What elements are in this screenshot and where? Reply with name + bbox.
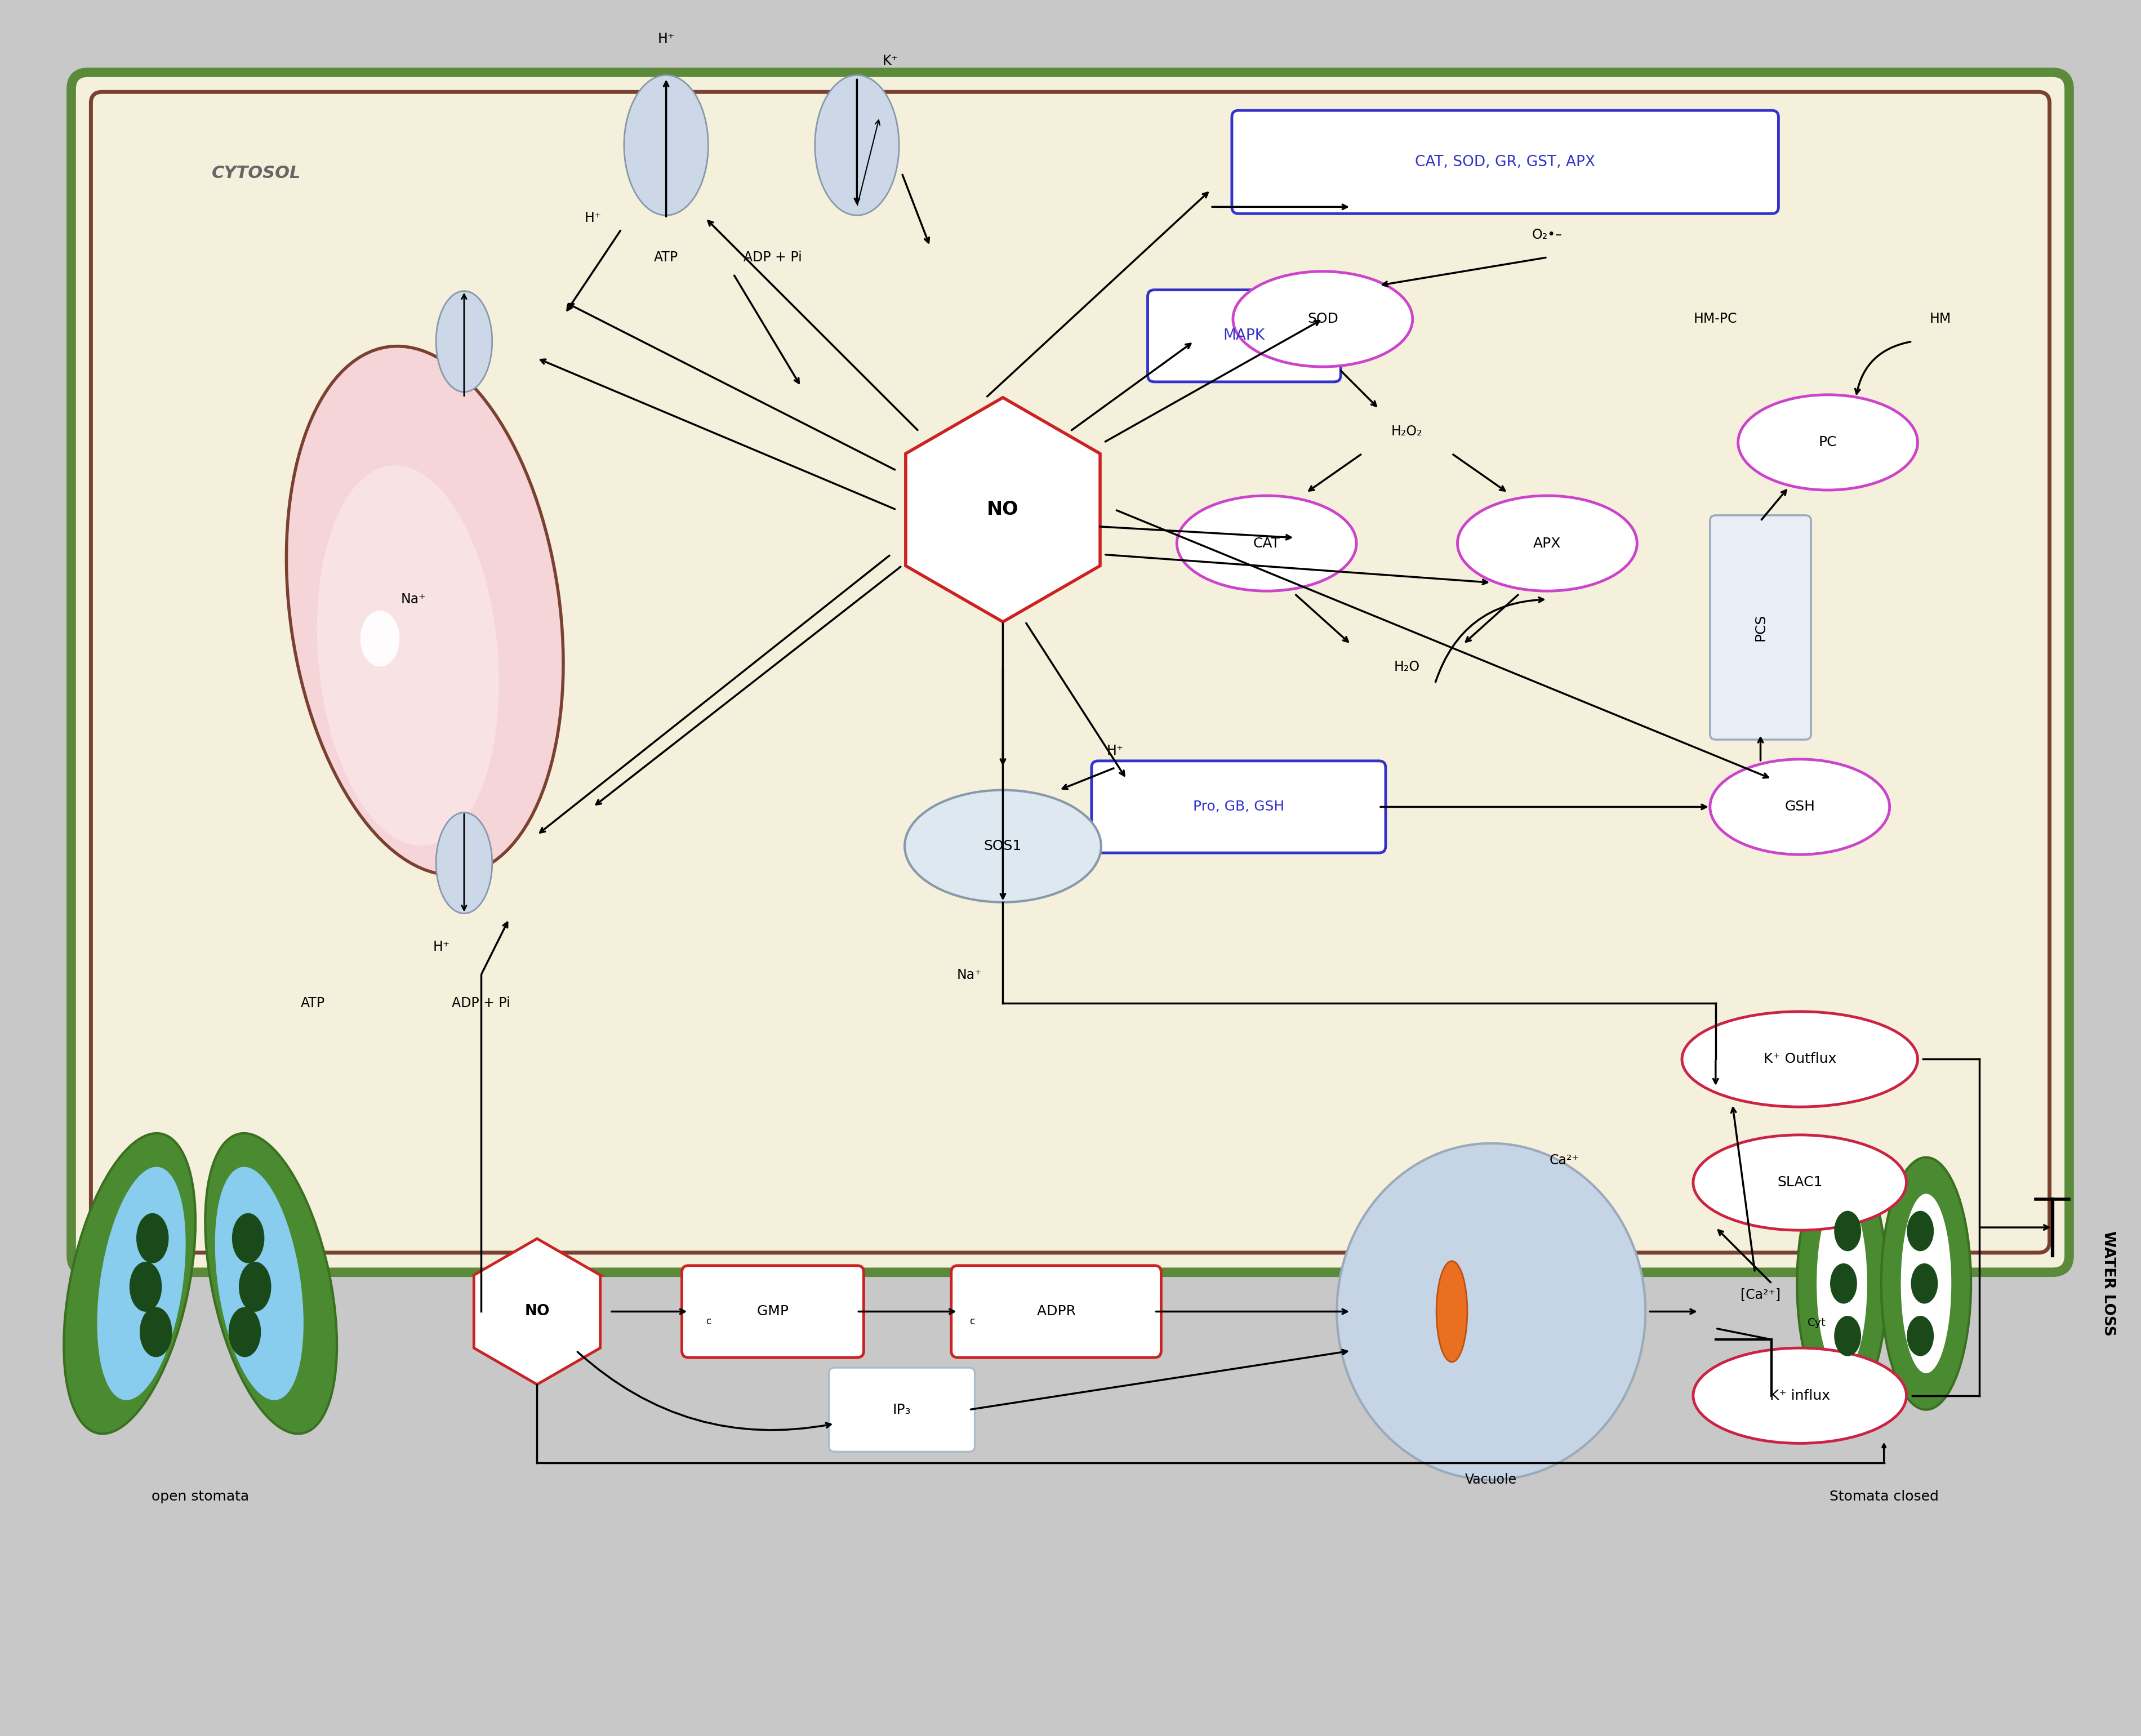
Ellipse shape xyxy=(1178,496,1357,590)
Text: HM: HM xyxy=(1929,312,1950,326)
Text: Stomata closed: Stomata closed xyxy=(1828,1489,1938,1503)
FancyBboxPatch shape xyxy=(1231,111,1779,214)
Ellipse shape xyxy=(137,1213,169,1264)
Ellipse shape xyxy=(64,1134,195,1434)
FancyArrowPatch shape xyxy=(578,1352,831,1430)
Text: SOS1: SOS1 xyxy=(985,840,1021,852)
Text: Na⁺: Na⁺ xyxy=(957,969,983,983)
Ellipse shape xyxy=(1336,1144,1646,1479)
Text: MAPK: MAPK xyxy=(1223,328,1265,344)
Text: ATP: ATP xyxy=(300,996,325,1010)
FancyBboxPatch shape xyxy=(1148,290,1340,382)
Ellipse shape xyxy=(1835,1210,1861,1252)
Ellipse shape xyxy=(287,345,563,875)
FancyBboxPatch shape xyxy=(951,1266,1160,1358)
Ellipse shape xyxy=(96,1167,186,1401)
Ellipse shape xyxy=(906,790,1100,903)
FancyBboxPatch shape xyxy=(681,1266,863,1358)
Text: SLAC1: SLAC1 xyxy=(1777,1175,1822,1189)
Ellipse shape xyxy=(1908,1210,1933,1252)
Ellipse shape xyxy=(240,1262,272,1312)
Text: CAT, SOD, GR, GST, APX: CAT, SOD, GR, GST, APX xyxy=(1415,155,1595,170)
Text: PCS: PCS xyxy=(1753,615,1766,641)
Text: K⁺: K⁺ xyxy=(882,54,899,68)
Text: H⁺: H⁺ xyxy=(432,941,450,953)
FancyBboxPatch shape xyxy=(1711,516,1811,740)
FancyBboxPatch shape xyxy=(1092,760,1385,852)
Ellipse shape xyxy=(1835,1316,1861,1356)
FancyBboxPatch shape xyxy=(71,73,2068,1272)
Text: Pro, GB, GSH: Pro, GB, GSH xyxy=(1193,800,1285,814)
Ellipse shape xyxy=(1908,1316,1933,1356)
Text: H⁺: H⁺ xyxy=(1107,745,1124,757)
Ellipse shape xyxy=(1437,1260,1467,1363)
Text: Na⁺: Na⁺ xyxy=(400,592,426,606)
Text: K⁺ influx: K⁺ influx xyxy=(1771,1389,1831,1403)
Text: [Ca²⁺]: [Ca²⁺] xyxy=(1741,1288,1781,1302)
Ellipse shape xyxy=(437,812,492,913)
Ellipse shape xyxy=(623,75,709,215)
Text: Ca²⁺: Ca²⁺ xyxy=(1550,1153,1578,1167)
Text: ⁣ADPR: ⁣ADPR xyxy=(1036,1305,1075,1318)
Ellipse shape xyxy=(128,1262,163,1312)
Text: H₂O₂: H₂O₂ xyxy=(1392,424,1422,437)
Ellipse shape xyxy=(1458,496,1638,590)
Text: CAT: CAT xyxy=(1252,536,1280,550)
Ellipse shape xyxy=(1796,1158,1886,1410)
Ellipse shape xyxy=(1233,271,1413,366)
Polygon shape xyxy=(906,398,1100,621)
Text: O₂•–: O₂•– xyxy=(1533,227,1563,241)
Text: K⁺ Outflux: K⁺ Outflux xyxy=(1764,1052,1837,1066)
Ellipse shape xyxy=(1882,1158,1972,1410)
Text: NO: NO xyxy=(525,1304,550,1319)
Text: WATER LOSS: WATER LOSS xyxy=(2100,1231,2115,1337)
Ellipse shape xyxy=(139,1307,171,1358)
Ellipse shape xyxy=(1816,1194,1867,1373)
Text: open stomata: open stomata xyxy=(152,1489,248,1503)
Ellipse shape xyxy=(360,611,400,667)
Ellipse shape xyxy=(1831,1264,1856,1304)
Text: H⁺: H⁺ xyxy=(657,31,674,45)
Ellipse shape xyxy=(1711,759,1891,854)
Ellipse shape xyxy=(816,75,899,215)
Text: c: c xyxy=(707,1316,711,1326)
Text: APX: APX xyxy=(1533,536,1561,550)
Ellipse shape xyxy=(437,292,492,392)
Ellipse shape xyxy=(1901,1194,1950,1373)
Text: HM-PC: HM-PC xyxy=(1694,312,1738,326)
Text: ⁣GMP: ⁣GMP xyxy=(758,1305,788,1318)
Ellipse shape xyxy=(317,465,499,845)
Text: PC: PC xyxy=(1818,436,1837,450)
Text: SOD: SOD xyxy=(1308,312,1338,326)
Ellipse shape xyxy=(206,1134,336,1434)
FancyArrowPatch shape xyxy=(1434,597,1544,682)
FancyArrowPatch shape xyxy=(1856,342,1910,394)
Text: ADP + Pi: ADP + Pi xyxy=(452,996,510,1010)
Text: Cyt: Cyt xyxy=(1807,1318,1826,1328)
Text: NO: NO xyxy=(987,500,1019,519)
Text: c: c xyxy=(970,1316,974,1326)
Ellipse shape xyxy=(1912,1264,1938,1304)
Ellipse shape xyxy=(1683,1012,1918,1108)
Polygon shape xyxy=(473,1240,599,1384)
Ellipse shape xyxy=(1694,1135,1905,1231)
Text: ADP + Pi: ADP + Pi xyxy=(743,250,803,264)
Ellipse shape xyxy=(214,1167,304,1401)
Text: Vacuole: Vacuole xyxy=(1464,1474,1518,1486)
Ellipse shape xyxy=(1694,1347,1905,1443)
Ellipse shape xyxy=(231,1213,263,1264)
FancyBboxPatch shape xyxy=(829,1368,974,1451)
Text: H₂O: H₂O xyxy=(1394,660,1419,674)
Text: GSH: GSH xyxy=(1786,800,1816,814)
Text: ATP: ATP xyxy=(653,250,679,264)
Text: H⁺: H⁺ xyxy=(584,212,602,226)
Ellipse shape xyxy=(1738,394,1918,490)
Text: IP₃: IP₃ xyxy=(893,1403,912,1417)
Ellipse shape xyxy=(229,1307,261,1358)
Text: CYTOSOL: CYTOSOL xyxy=(212,165,302,182)
